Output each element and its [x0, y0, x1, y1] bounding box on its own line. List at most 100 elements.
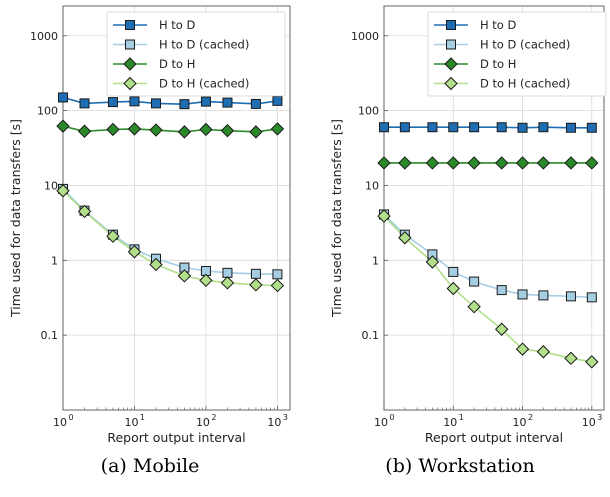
data-point	[250, 268, 261, 279]
data-point	[270, 122, 285, 136]
legend-label: H to D (cached)	[480, 38, 570, 52]
data-point	[56, 119, 70, 133]
legend-label: D to H	[159, 57, 195, 71]
y-tick-label: 1	[51, 254, 58, 267]
y-tick-label: 100	[37, 105, 58, 118]
legend-label: H to D	[159, 18, 196, 32]
data-point	[106, 229, 120, 243]
legend-marker	[446, 39, 456, 50]
data-point	[536, 345, 551, 359]
legend-box	[427, 11, 607, 97]
data-point	[398, 231, 412, 245]
x-tick-exponent: 0	[389, 413, 394, 422]
data-point	[250, 98, 261, 109]
legend-label: D to H (cached)	[159, 77, 249, 91]
x-tick-label: 10	[196, 416, 210, 429]
data-point	[150, 98, 161, 109]
x-axis-label: Report output interval	[425, 430, 563, 445]
data-point	[538, 290, 549, 301]
caption-workstation: (b) Workstation	[385, 455, 535, 477]
data-point	[377, 156, 391, 170]
x-tick-exponent: 0	[68, 413, 73, 422]
legend-label: D to H (cached)	[480, 77, 570, 91]
data-point	[106, 122, 120, 137]
data-point	[177, 269, 192, 283]
legend-marker	[123, 57, 137, 71]
plot-frame	[383, 5, 605, 411]
legend-marker	[444, 57, 458, 71]
x-tick-exponent: 3	[597, 413, 602, 422]
data-point	[448, 122, 459, 133]
data-point	[446, 156, 460, 170]
y-tick-label: 0.1	[41, 329, 59, 342]
data-point	[177, 125, 192, 139]
data-point	[425, 156, 440, 170]
data-point	[222, 267, 233, 278]
data-point	[220, 276, 235, 290]
data-point	[58, 92, 68, 103]
data-point	[398, 156, 412, 170]
data-point	[272, 95, 283, 106]
data-point	[467, 156, 481, 170]
x-tick-label: 10	[443, 416, 457, 429]
y-tick-label: 1000	[30, 30, 58, 43]
data-point	[515, 342, 530, 356]
legend-box	[106, 11, 286, 97]
y-tick-label: 0.1	[362, 329, 380, 342]
data-point	[538, 122, 549, 133]
series-line	[62, 96, 278, 106]
data-point	[199, 122, 213, 137]
x-axis-label: Report output interval	[107, 430, 245, 445]
data-point	[494, 322, 509, 336]
legend-label: D to H	[480, 57, 516, 71]
data-point	[179, 99, 190, 110]
data-point	[379, 122, 389, 133]
series-line	[383, 213, 592, 299]
data-point	[77, 204, 92, 219]
data-point	[79, 98, 90, 109]
data-point	[222, 97, 233, 108]
data-point	[585, 355, 599, 369]
data-point	[586, 292, 597, 303]
legend-marker	[444, 76, 458, 91]
data-point	[586, 122, 597, 133]
data-point	[496, 285, 507, 296]
data-point	[249, 125, 263, 139]
series-line	[383, 215, 592, 363]
y-tick-label: 10	[365, 179, 379, 192]
data-point	[270, 278, 285, 293]
data-point	[564, 351, 578, 366]
legend-marker	[125, 20, 135, 30]
data-point	[199, 273, 213, 288]
series-line	[62, 190, 278, 287]
data-point	[515, 156, 530, 170]
y-axis-label: Time used for data transfers [s]	[329, 119, 344, 318]
x-tick-label: 10	[267, 416, 281, 429]
data-point	[399, 122, 410, 133]
caption-mobile: (a) Mobile	[100, 455, 200, 477]
data-point	[129, 96, 140, 107]
data-point	[536, 156, 551, 170]
data-point	[77, 124, 92, 138]
legend-marker	[125, 39, 135, 50]
y-tick-label: 1	[372, 254, 379, 267]
data-point	[220, 123, 235, 138]
data-point	[272, 269, 283, 280]
data-point	[467, 299, 481, 314]
data-point	[448, 266, 459, 277]
series-line	[62, 188, 278, 276]
x-tick-exponent: 1	[459, 413, 464, 422]
x-tick-exponent: 3	[283, 413, 288, 422]
data-point	[517, 122, 528, 133]
x-tick-label: 10	[53, 416, 67, 429]
data-point	[565, 291, 576, 302]
x-tick-exponent: 1	[140, 413, 145, 422]
data-point	[565, 122, 576, 133]
data-point	[469, 276, 480, 287]
legend-label: H to D (cached)	[159, 38, 249, 52]
series-line	[384, 126, 592, 129]
y-tick-label: 10	[44, 179, 58, 192]
data-point	[469, 122, 480, 133]
